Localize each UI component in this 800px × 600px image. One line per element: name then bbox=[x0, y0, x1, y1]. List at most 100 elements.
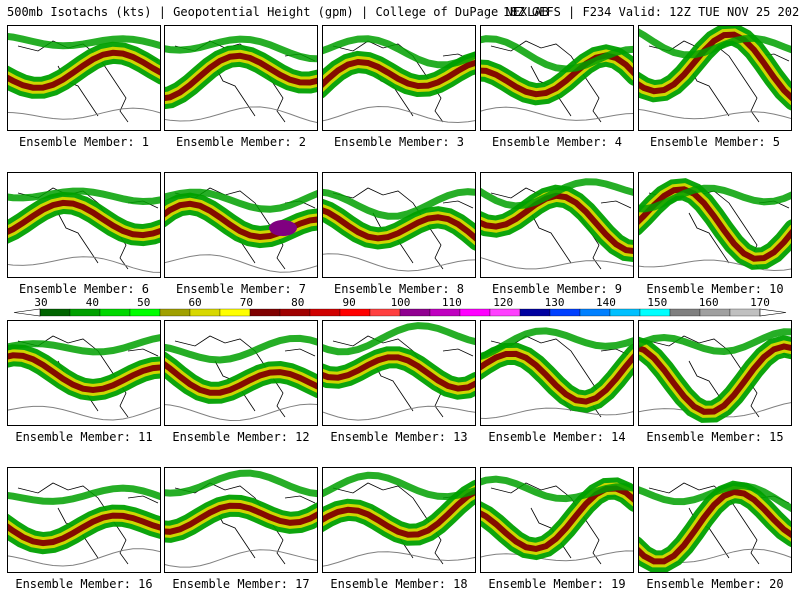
ensemble-member-map bbox=[164, 467, 318, 573]
color-scale-segment bbox=[639, 308, 671, 317]
jet-core bbox=[269, 220, 297, 236]
scale-tick-label: 170 bbox=[750, 296, 770, 309]
color-scale-segment bbox=[159, 308, 191, 317]
scale-tick-label: 80 bbox=[291, 296, 305, 309]
jet-stream-map bbox=[8, 482, 160, 567]
ensemble-member-label: Ensemble Member: 17 bbox=[172, 577, 310, 591]
jet-stream-band bbox=[165, 502, 317, 535]
model-run-info: 18Z GEFS | F234 Valid: 12Z TUE NOV 25 20… bbox=[503, 5, 800, 19]
ensemble-member-label: Ensemble Member: 20 bbox=[646, 577, 784, 591]
jet-stream-band bbox=[481, 327, 633, 360]
ensemble-member-map bbox=[322, 320, 476, 426]
color-scale-segment bbox=[99, 308, 131, 317]
height-contour bbox=[165, 549, 317, 568]
jet-stream-map bbox=[481, 327, 633, 420]
jet-stream-band bbox=[481, 475, 633, 503]
scale-tick-label: 120 bbox=[493, 296, 514, 309]
jet-stream-map bbox=[323, 187, 475, 272]
jet-stream-band bbox=[639, 186, 791, 262]
height-contour bbox=[481, 550, 633, 562]
color-scale-segment bbox=[579, 308, 611, 317]
jet-stream-band bbox=[639, 28, 791, 59]
ensemble-member-label: Ensemble Member: 3 bbox=[333, 135, 465, 149]
color-scale-segment bbox=[309, 308, 341, 317]
height-contour bbox=[481, 257, 633, 270]
isotach-color-scale: 30 40 50 60 70 80 90 100 110 120 130 140 150 160 170 bbox=[0, 296, 800, 320]
jet-stream-map bbox=[639, 26, 791, 123]
jet-stream-band bbox=[639, 488, 791, 565]
ensemble-member-map bbox=[480, 467, 634, 573]
ensemble-member-map bbox=[638, 467, 792, 573]
height-contour bbox=[165, 254, 317, 273]
ensemble-member-map bbox=[480, 172, 634, 278]
ensemble-member-map bbox=[638, 320, 792, 426]
color-scale-segment bbox=[39, 308, 71, 317]
ensemble-member-label: Ensemble Member: 12 bbox=[172, 430, 310, 444]
color-scale-segment bbox=[459, 308, 491, 317]
jet-stream-band bbox=[8, 199, 160, 239]
color-scale-segment bbox=[669, 308, 701, 317]
ensemble-member-label: Ensemble Member: 4 bbox=[491, 135, 623, 149]
ensemble-member-label: Ensemble Member: 11 bbox=[15, 430, 153, 444]
ensemble-member-map bbox=[480, 25, 634, 131]
scale-arrow-left bbox=[13, 308, 41, 317]
scale-tick-label: 160 bbox=[698, 296, 719, 309]
jet-stream-band bbox=[323, 471, 475, 501]
height-contour bbox=[323, 253, 475, 272]
color-scale-segment bbox=[69, 308, 101, 317]
color-scale-segment bbox=[189, 308, 221, 317]
height-contour bbox=[323, 551, 475, 567]
ensemble-member-map bbox=[7, 467, 161, 573]
ensemble-member-map bbox=[322, 467, 476, 573]
ensemble-member-label: Ensemble Member: 14 bbox=[488, 430, 626, 444]
color-scale-segment bbox=[699, 308, 731, 317]
ensemble-member-map bbox=[7, 25, 161, 131]
jet-stream-band bbox=[165, 52, 317, 102]
jet-stream-map bbox=[165, 35, 317, 124]
height-contour bbox=[165, 106, 317, 124]
scale-tick-label: 140 bbox=[595, 296, 616, 309]
height-contour bbox=[639, 109, 791, 120]
ensemble-member-label: Ensemble Member: 9 bbox=[491, 282, 623, 296]
jet-stream-band bbox=[8, 32, 160, 50]
scale-tick-label: 110 bbox=[441, 296, 462, 309]
ensemble-member-label: Ensemble Member: 8 bbox=[333, 282, 465, 296]
jet-stream-band bbox=[323, 354, 475, 392]
jet-stream-map bbox=[481, 178, 633, 270]
color-scale-segment bbox=[519, 308, 551, 317]
scale-tick-label: 50 bbox=[137, 296, 151, 309]
color-scale-segment bbox=[489, 308, 521, 317]
jet-stream-band bbox=[323, 58, 475, 90]
jet-stream-band bbox=[8, 352, 160, 394]
jet-stream-band bbox=[481, 350, 633, 405]
color-scale-segment bbox=[129, 308, 161, 317]
ensemble-member-label: Ensemble Member: 19 bbox=[488, 577, 626, 591]
ensemble-member-map bbox=[164, 320, 318, 426]
jet-stream-band bbox=[639, 31, 791, 102]
jet-stream-map bbox=[8, 187, 160, 273]
height-contour bbox=[323, 105, 475, 124]
jet-stream-map bbox=[8, 32, 160, 123]
height-contour bbox=[8, 256, 160, 273]
jet-stream-band bbox=[8, 484, 160, 505]
jet-stream-band bbox=[481, 35, 633, 73]
ensemble-member-label: Ensemble Member: 16 bbox=[15, 577, 153, 591]
jet-stream-band bbox=[165, 361, 317, 396]
color-scale-segment bbox=[729, 308, 761, 317]
jet-stream-band bbox=[323, 322, 475, 356]
jet-stream-map bbox=[639, 178, 791, 272]
scale-tick-label: 30 bbox=[34, 296, 48, 309]
ensemble-member-map bbox=[164, 172, 318, 278]
height-contour bbox=[323, 405, 475, 421]
color-scale-segment bbox=[549, 308, 581, 317]
ensemble-member-label: Ensemble Member: 13 bbox=[330, 430, 468, 444]
jet-stream-map bbox=[639, 480, 791, 572]
color-scale-segment bbox=[429, 308, 461, 317]
ensemble-member-label: Ensemble Member: 10 bbox=[646, 282, 784, 296]
ensemble-member-map bbox=[480, 320, 634, 426]
height-contour bbox=[8, 548, 160, 567]
scale-tick-label: 100 bbox=[390, 296, 411, 309]
jet-stream-band bbox=[165, 188, 317, 213]
scale-tick-label: 90 bbox=[342, 296, 356, 309]
jet-stream-band bbox=[165, 469, 317, 498]
